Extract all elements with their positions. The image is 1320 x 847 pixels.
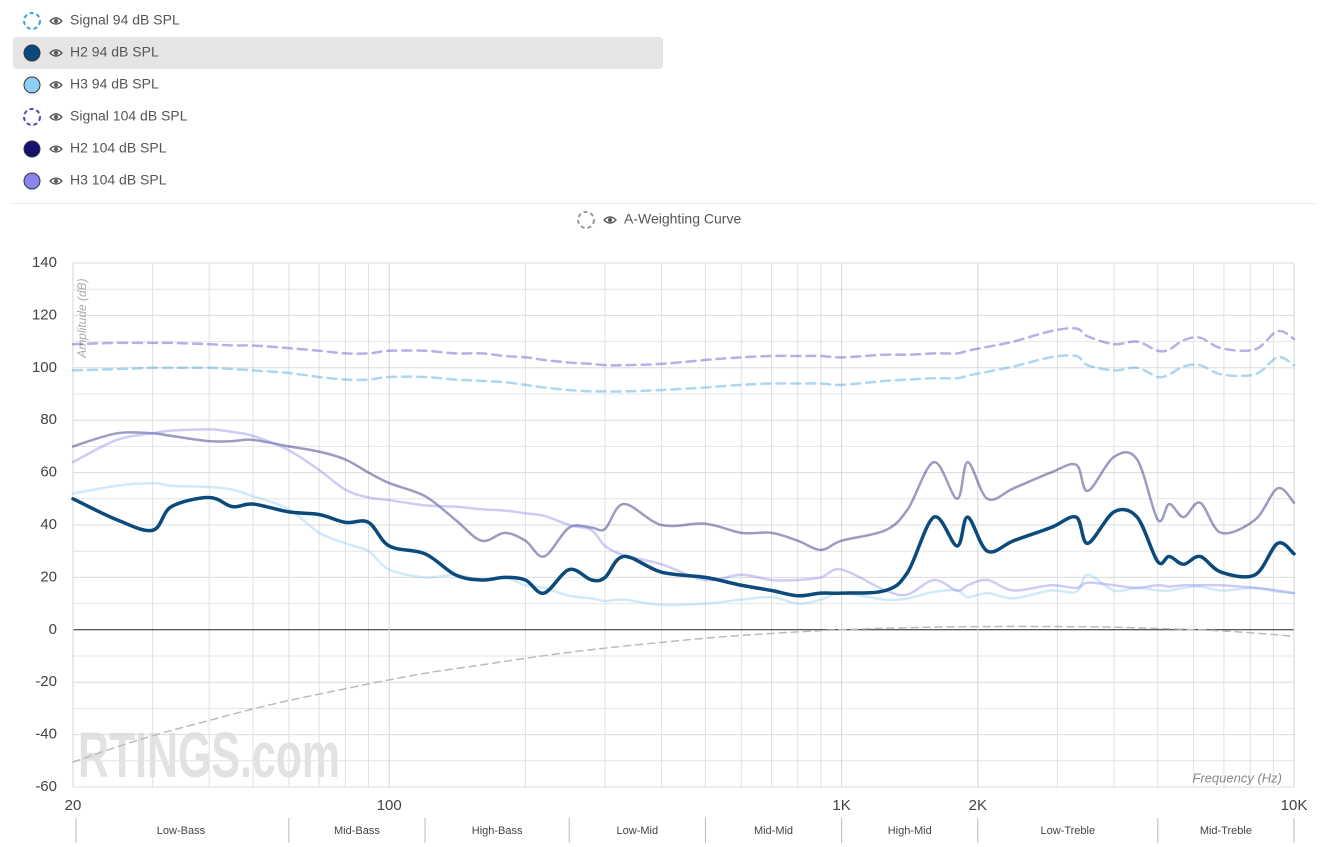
eye-icon xyxy=(603,216,617,224)
y-tick-label: 80 xyxy=(40,411,57,428)
x-tick-label: 10K xyxy=(1281,797,1308,814)
y-tick-label: -60 xyxy=(35,778,57,795)
series-line xyxy=(71,481,1296,607)
legend-label[interactable]: H3 94 dB SPL xyxy=(70,76,159,92)
eye-icon xyxy=(54,179,58,183)
y-tick-label: 60 xyxy=(40,464,57,481)
eye-icon xyxy=(49,145,63,153)
eye-icon xyxy=(54,51,58,55)
eye-icon xyxy=(49,177,63,185)
legend-icon xyxy=(577,211,595,229)
legend-label[interactable]: H2 94 dB SPL xyxy=(70,44,159,60)
legend-label[interactable]: H2 104 dB SPL xyxy=(70,140,167,156)
series-line xyxy=(72,625,1295,763)
y-tick-label: -40 xyxy=(35,726,57,743)
band-label: High-Mid xyxy=(888,825,932,837)
eye-icon xyxy=(49,17,63,25)
y-tick-label: 140 xyxy=(32,254,57,271)
series-line xyxy=(71,326,1296,367)
x-tick-label: 100 xyxy=(377,797,402,814)
band-label: Mid-Bass xyxy=(334,825,380,837)
legend-label[interactable]: A-Weighting Curve xyxy=(624,211,741,227)
band-label: Low-Bass xyxy=(157,825,206,837)
legend-icon xyxy=(23,12,41,30)
eye-icon xyxy=(54,115,58,119)
y-tick-label: 20 xyxy=(40,568,57,585)
x-tick-label: 1K xyxy=(832,797,850,814)
eye-icon xyxy=(49,113,63,121)
eye-icon xyxy=(49,81,63,89)
series-line xyxy=(71,430,1296,558)
y-tick-label: 40 xyxy=(40,516,57,533)
band-label: Low-Mid xyxy=(617,825,659,837)
y-tick-label: 0 xyxy=(49,621,57,638)
legend-icon xyxy=(23,108,41,126)
series-line xyxy=(71,354,1296,393)
series-line xyxy=(71,428,1296,597)
legend-icon xyxy=(23,44,41,62)
legend-label[interactable]: Signal 104 dB SPL xyxy=(70,108,188,124)
band-label: Mid-Treble xyxy=(1200,825,1252,837)
eye-icon xyxy=(49,49,63,57)
y-tick-label: 100 xyxy=(32,359,57,376)
x-axis-label: Frequency (Hz) xyxy=(1192,770,1282,785)
band-label: High-Bass xyxy=(472,825,523,837)
y-axis-label: Amplitude (dB) xyxy=(75,278,89,358)
eye-icon xyxy=(54,19,58,23)
legend-icon xyxy=(23,172,41,190)
series-line xyxy=(71,495,1296,598)
legend-highlight xyxy=(13,37,663,69)
y-tick-label: 120 xyxy=(32,306,57,323)
eye-icon xyxy=(54,147,58,151)
eye-icon xyxy=(608,218,612,222)
x-tick-label: 2K xyxy=(969,797,987,814)
legend-icon xyxy=(23,140,41,158)
x-tick-label: 20 xyxy=(65,797,82,814)
legend-label[interactable]: Signal 94 dB SPL xyxy=(70,12,180,28)
eye-icon xyxy=(54,83,58,87)
legend-label[interactable]: H3 104 dB SPL xyxy=(70,172,167,188)
band-label: Low-Treble xyxy=(1040,825,1095,837)
band-label: Mid-Mid xyxy=(754,825,793,837)
y-tick-label: -20 xyxy=(35,673,57,690)
legend-icon xyxy=(23,76,41,94)
